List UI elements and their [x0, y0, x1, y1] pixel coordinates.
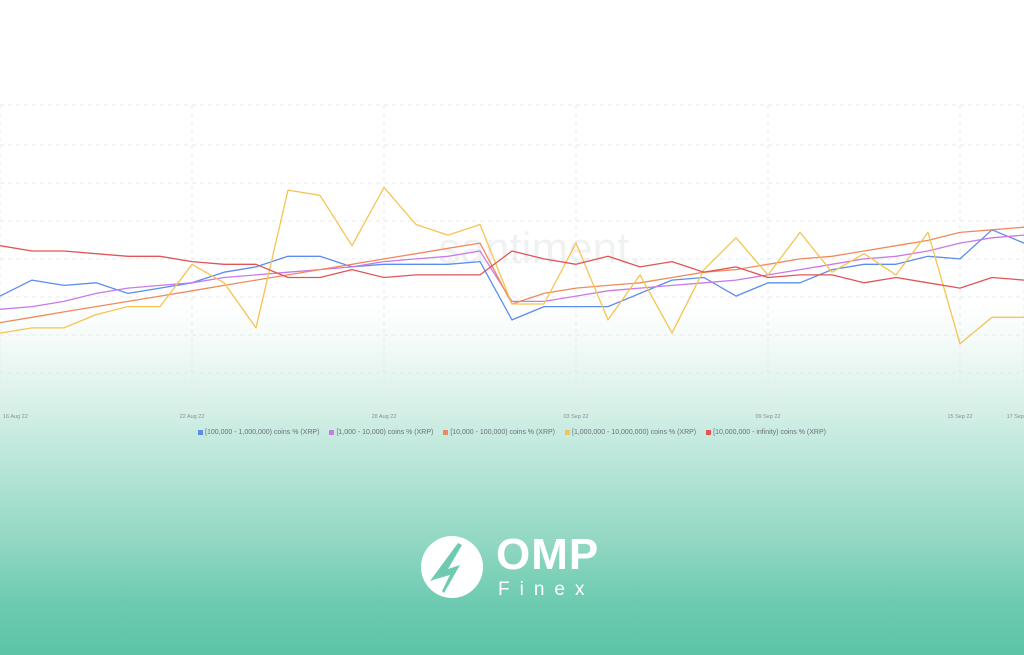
- legend-swatch: [329, 430, 335, 435]
- x-tick-label: 16 Aug 22: [3, 414, 28, 420]
- chart: santiment. 16 Aug 22 22 Aug 22 28 Aug 22 03…: [0, 104, 1024, 420]
- series-line: [0, 245, 1024, 289]
- legend-item[interactable]: [1,000,000 - 10,000,000) coins % (XRP): [565, 429, 696, 436]
- chart-series: [0, 186, 1024, 345]
- legend-label: [1,000,000 - 10,000,000) coins % (XRP): [572, 429, 697, 436]
- legend-item[interactable]: [10,000 - 100,000) coins % (XRP): [443, 429, 555, 436]
- series-line: [0, 234, 1024, 310]
- brand: OMP Finex: [420, 530, 610, 603]
- x-tick-label: 15 Sep 22: [947, 414, 972, 420]
- legend-item[interactable]: [1,000 - 10,000) coins % (XRP): [329, 429, 433, 436]
- legend-label: [1,000 - 10,000) coins % (XRP): [336, 429, 434, 436]
- chart-watermark: santiment.: [439, 224, 642, 273]
- chart-grid: [0, 104, 1024, 411]
- legend-label: [100,000 - 1,000,000) coins % (XRP): [205, 429, 320, 436]
- legend-swatch: [198, 430, 204, 435]
- brand-name: OMP: [496, 530, 600, 579]
- legend-label: [10,000,000 - infinity) coins % (XRP): [713, 429, 826, 436]
- brand-subtitle: Finex: [498, 579, 595, 600]
- series-line: [0, 229, 1024, 321]
- legend-label: [10,000 - 100,000) coins % (XRP): [450, 429, 555, 436]
- x-tick-label: 03 Sep 22: [563, 414, 588, 420]
- x-tick-label: 17 Sep: [1007, 414, 1024, 420]
- omp-logo-icon: [421, 536, 483, 598]
- x-tick-label: 09 Sep 22: [755, 414, 780, 420]
- legend-swatch: [443, 430, 449, 435]
- legend-swatch: [565, 430, 570, 435]
- legend-item[interactable]: [10,000,000 - infinity) coins % (XRP): [706, 429, 826, 436]
- x-axis: 16 Aug 22 22 Aug 22 28 Aug 22 03 Sep 22 09 S…: [3, 414, 1024, 420]
- series-line: [0, 186, 1024, 345]
- legend-swatch: [706, 430, 712, 435]
- chart-legend: [100,000 - 1,000,000) coins % (XRP) [1,00…: [0, 429, 1024, 436]
- legend-item[interactable]: [100,000 - 1,000,000) coins % (XRP): [198, 429, 319, 436]
- x-tick-label: 28 Aug 22: [372, 414, 397, 420]
- x-tick-label: 22 Aug 22: [180, 414, 205, 420]
